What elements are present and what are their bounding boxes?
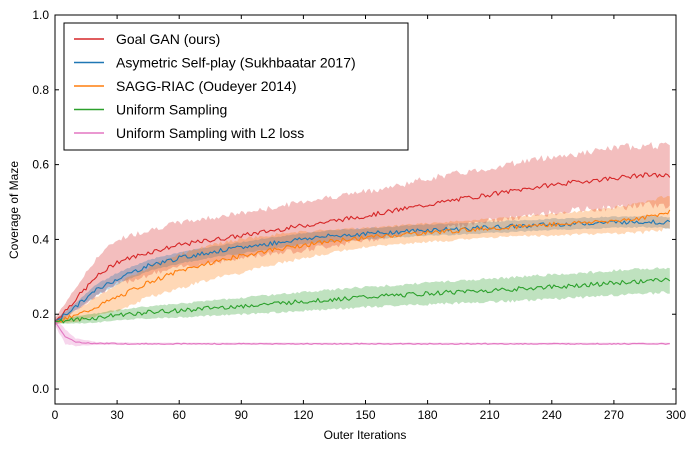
line-series-1 — [54, 172, 671, 323]
legend-box — [63, 22, 409, 151]
x-tick-label: 60 — [173, 408, 187, 422]
x-tick-label: 240 — [542, 408, 562, 422]
x-tick-label: 150 — [355, 408, 375, 422]
legend-label: SAGG-RIAC (Oudeyer 2014) — [116, 78, 297, 94]
y-tick-label: 0.4 — [32, 232, 49, 246]
y-tick-label: 0.6 — [32, 158, 49, 172]
line-series-5 — [54, 321, 670, 345]
x-axis-ticks: 0 30 60 90 120 150 180 210 240 270 300 — [52, 15, 686, 422]
y-tick-label: 0.0 — [32, 382, 49, 396]
x-tick-label: 300 — [666, 408, 686, 422]
band-series-5 — [55, 318, 670, 347]
x-axis-label: Outer Iterations — [324, 428, 407, 442]
legend-label: Uniform Sampling with L2 loss — [116, 125, 304, 141]
y-tick-label: 0.2 — [32, 307, 49, 321]
confidence-bands — [55, 142, 670, 347]
line-series-3 — [54, 209, 671, 323]
x-tick-label: 0 — [52, 408, 59, 422]
legend-label: Asymetric Self-play (Sukhbaatar 2017) — [116, 55, 356, 71]
x-tick-label: 120 — [293, 408, 313, 422]
legend-label: Goal GAN (ours) — [116, 31, 220, 47]
x-tick-label: 90 — [235, 408, 249, 422]
line-series-4 — [54, 277, 671, 324]
y-axis-ticks: 0.0 0.2 0.4 0.6 0.8 1.0 — [32, 8, 676, 396]
legend-label: Uniform Sampling — [116, 102, 227, 118]
legend: Goal GAN (ours) Asymetric Self-play (Sukh… — [63, 22, 409, 151]
x-tick-label: 30 — [110, 408, 124, 422]
x-tick-label: 210 — [480, 408, 500, 422]
y-tick-label: 0.8 — [32, 83, 49, 97]
y-axis-label: Coverage of Maze — [7, 161, 21, 259]
x-tick-label: 180 — [418, 408, 438, 422]
series-lines — [54, 172, 671, 345]
y-tick-label: 1.0 — [32, 8, 49, 22]
x-tick-label: 270 — [604, 408, 624, 422]
